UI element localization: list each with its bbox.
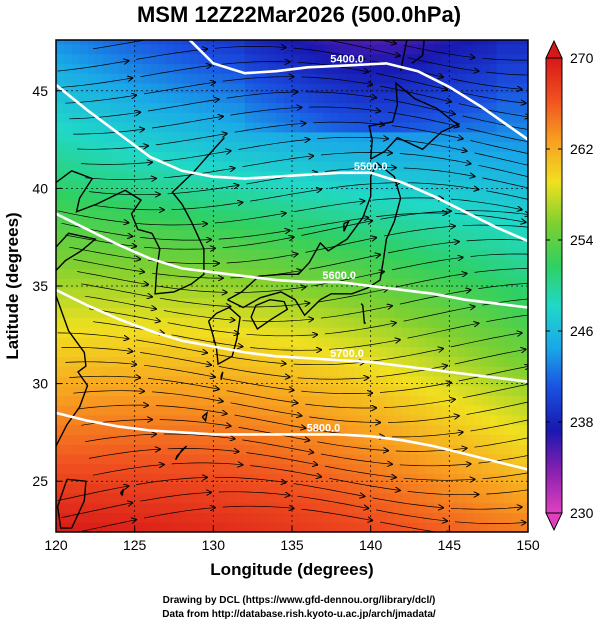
colorbar-ticks: 230 238 246 254 262 270: [546, 50, 594, 521]
x-tick-label: 135: [280, 537, 304, 553]
colorbar-tick-label: 270: [570, 50, 594, 66]
temperature-field: [56, 40, 528, 532]
height-contour-label: 5400.0: [330, 53, 364, 65]
x-tick-label: 125: [123, 537, 147, 553]
x-tick-label: 145: [438, 537, 462, 553]
y-axis-label: Latitude (degrees): [3, 212, 22, 359]
coastline: [56, 40, 461, 529]
x-tick-label: 150: [516, 537, 540, 553]
y-tick-label: 45: [32, 83, 48, 99]
height-contour-line: [56, 288, 528, 383]
colorbar-tick-label: 254: [570, 232, 594, 248]
y-tick-label: 35: [32, 278, 48, 294]
colorbar-tick-label: 262: [570, 141, 594, 157]
wind-streamlines: [57, 40, 528, 532]
height-contours: 5400.0 5500.0 5600.0 5700.0 5800.0: [56, 40, 528, 471]
colorbar-tick-label: 238: [570, 414, 594, 430]
plot-area: 5400.0 5500.0 5600.0 5700.0 5800.0: [56, 40, 528, 532]
colorbar-top-extend: [545, 39, 563, 59]
colorbar-tick-label: 230: [570, 505, 594, 521]
height-contour-label: 5700.0: [330, 348, 364, 360]
y-tick-label: 40: [32, 180, 48, 196]
y-tick-label: 30: [32, 376, 48, 392]
colorbar: 230 238 246 254 262 270: [545, 39, 594, 532]
height-contour-label: 5800.0: [307, 422, 341, 434]
colorbar-bottom-extend: [545, 512, 563, 532]
y-axis-ticks: 25 30 35 40 45: [32, 83, 62, 489]
x-axis-label: Longitude (degrees): [210, 560, 373, 579]
x-tick-label: 130: [202, 537, 226, 553]
credit-line-2: Data from http://database.rish.kyoto-u.a…: [162, 609, 436, 620]
height-contour-line: [56, 83, 528, 243]
height-contour-label: 5600.0: [322, 270, 356, 282]
x-axis-ticks: 120 125 130 135 140 145 150: [44, 526, 540, 553]
height-contour-line: [56, 411, 528, 471]
height-contour-line: [56, 212, 528, 309]
colorbar-tick-label: 246: [570, 323, 594, 339]
x-tick-label: 120: [44, 537, 68, 553]
chart-title: MSM 12Z22Mar2026 (500.0hPa): [137, 2, 461, 27]
height-contour-label: 5500.0: [354, 161, 388, 173]
x-tick-label: 140: [359, 537, 383, 553]
height-contour-line: [188, 40, 528, 141]
y-tick-label: 25: [32, 473, 48, 489]
credit-line-1: Drawing by DCL (https://www.gfd-dennou.o…: [163, 595, 436, 606]
colorbar-body: [545, 57, 563, 514]
